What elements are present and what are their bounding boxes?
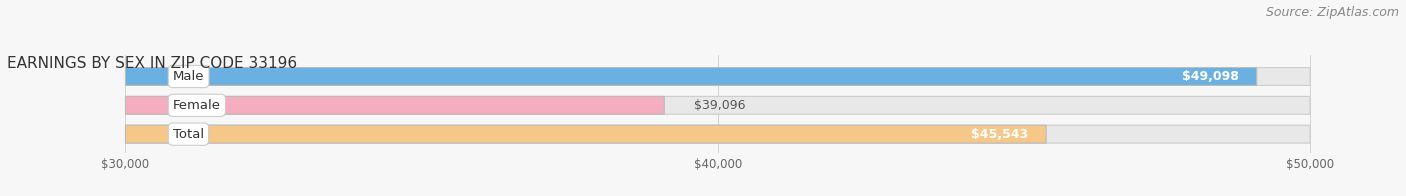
Text: $49,098: $49,098 xyxy=(1182,70,1239,83)
FancyBboxPatch shape xyxy=(125,68,1310,85)
Text: Source: ZipAtlas.com: Source: ZipAtlas.com xyxy=(1265,6,1399,19)
FancyBboxPatch shape xyxy=(125,96,664,114)
Text: EARNINGS BY SEX IN ZIP CODE 33196: EARNINGS BY SEX IN ZIP CODE 33196 xyxy=(7,56,297,71)
Text: $39,096: $39,096 xyxy=(695,99,745,112)
FancyBboxPatch shape xyxy=(125,125,1046,143)
FancyBboxPatch shape xyxy=(125,68,1257,85)
Text: Total: Total xyxy=(173,128,204,141)
FancyBboxPatch shape xyxy=(125,125,1310,143)
Text: $45,543: $45,543 xyxy=(972,128,1028,141)
Text: Female: Female xyxy=(173,99,221,112)
FancyBboxPatch shape xyxy=(125,96,1310,114)
Text: Male: Male xyxy=(173,70,204,83)
